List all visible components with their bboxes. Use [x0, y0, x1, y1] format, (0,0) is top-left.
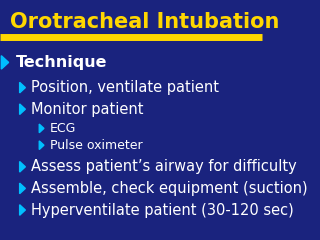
Polygon shape [20, 104, 25, 114]
Polygon shape [20, 183, 25, 194]
Text: Monitor patient: Monitor patient [31, 102, 144, 117]
Text: Technique: Technique [16, 55, 107, 70]
Text: Orotracheal Intubation: Orotracheal Intubation [11, 12, 280, 32]
Text: Position, ventilate patient: Position, ventilate patient [31, 80, 220, 95]
Text: Assess patient’s airway for difficulty: Assess patient’s airway for difficulty [31, 159, 297, 174]
Text: Assemble, check equipment (suction): Assemble, check equipment (suction) [31, 181, 308, 196]
Polygon shape [1, 56, 9, 69]
Polygon shape [39, 124, 44, 133]
Text: Hyperventilate patient (30-120 sec): Hyperventilate patient (30-120 sec) [31, 203, 294, 217]
Polygon shape [20, 162, 25, 172]
Text: ECG: ECG [50, 122, 76, 135]
Polygon shape [20, 82, 25, 93]
Polygon shape [39, 141, 44, 150]
Text: Pulse oximeter: Pulse oximeter [50, 139, 142, 152]
Polygon shape [20, 205, 25, 215]
